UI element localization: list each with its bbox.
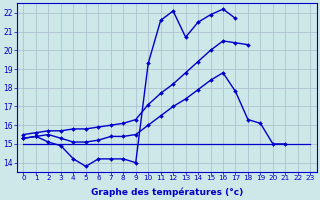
X-axis label: Graphe des températures (°c): Graphe des températures (°c): [91, 187, 243, 197]
